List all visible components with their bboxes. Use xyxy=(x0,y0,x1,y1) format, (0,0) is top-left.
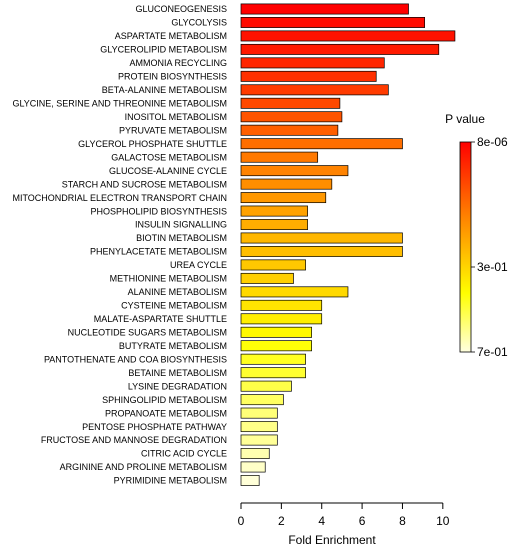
x-tick-label: 8 xyxy=(399,514,406,528)
x-tick-label: 10 xyxy=(436,514,450,528)
bar xyxy=(240,313,323,325)
bar xyxy=(240,192,327,204)
category-label: SPHINGOLIPID METABOLISM xyxy=(102,395,227,405)
legend-ticks: 8e-06 3e-01 7e-01 xyxy=(471,135,508,359)
category-label: CITRIC ACID CYCLE xyxy=(141,449,227,459)
bar xyxy=(240,259,306,271)
bar xyxy=(240,380,292,392)
bar xyxy=(240,57,385,69)
category-label: GLUCOSE-ALANINE CYCLE xyxy=(109,166,227,176)
bar xyxy=(240,43,440,55)
category-label: ARGININE AND PROLINE METABOLISM xyxy=(60,462,227,472)
bar xyxy=(240,394,284,406)
bar xyxy=(240,353,306,365)
category-label: CYSTEINE METABOLISM xyxy=(121,301,227,311)
legend-title: P value xyxy=(445,112,485,126)
bar xyxy=(240,3,409,15)
bar xyxy=(240,219,308,230)
category-label: STARCH AND SUCROSE METABOLISM xyxy=(62,179,227,189)
bar xyxy=(240,286,349,298)
category-label: BETA-ALANINE METABOLISM xyxy=(102,85,227,95)
category-label: PENTOSE PHOSPHATE PATHWAY xyxy=(82,422,227,432)
x-tick-label: 2 xyxy=(278,514,285,528)
bar xyxy=(240,326,312,338)
x-tick-label: 6 xyxy=(359,514,366,528)
legend-tick-label: 3e-01 xyxy=(477,260,508,274)
category-label: PROTEIN BIOSYNTHESIS xyxy=(118,72,227,82)
bar xyxy=(240,421,278,433)
bar xyxy=(240,367,306,379)
bar xyxy=(240,70,377,82)
x-tick-label: 4 xyxy=(318,514,325,528)
bar xyxy=(240,340,312,352)
category-label: GLYCINE, SERINE AND THREONINE METABOLISM xyxy=(12,98,227,108)
bar xyxy=(240,407,278,419)
category-label: GLYCOLYSIS xyxy=(171,18,227,28)
category-label: PHOSPHOLIPID BIOSYNTHESIS xyxy=(90,206,227,216)
legend-tick-label: 8e-06 xyxy=(477,135,508,149)
bar xyxy=(240,475,260,486)
category-label: PROPANOATE METABOLISM xyxy=(105,408,227,418)
category-label: INOSITOL METABOLISM xyxy=(125,112,227,122)
bar xyxy=(240,111,343,123)
category-label: GLUCONEOGENESIS xyxy=(135,4,227,14)
category-label: ASPARTATE METABOLISM xyxy=(115,31,227,41)
category-label: GLYCEROLIPID METABOLISM xyxy=(100,45,227,55)
category-label: UREA CYCLE xyxy=(170,260,227,270)
bar xyxy=(240,434,278,446)
category-label: NUCLEOTIDE SUGARS METABOLISM xyxy=(68,327,227,337)
bar xyxy=(240,138,403,150)
pvalue-legend: P value 8e-06 3e-01 7e-01 xyxy=(445,112,508,359)
bar xyxy=(240,299,323,311)
bar xyxy=(240,17,426,28)
category-label: PYRIMIDINE METABOLISM xyxy=(114,476,227,486)
bar xyxy=(240,246,403,257)
x-tick-label: 0 xyxy=(238,514,245,528)
bar xyxy=(240,232,403,244)
x-axis: 0 2 4 6 8 10 xyxy=(238,502,450,528)
category-label: BIOTIN METABOLISM xyxy=(136,233,227,243)
bars-layer xyxy=(240,3,456,486)
category-label: METHIONINE METABOLISM xyxy=(110,274,227,284)
bar xyxy=(240,461,266,473)
legend-color-bar xyxy=(459,141,472,353)
category-labels: GLUCONEOGENESIS GLYCOLYSIS ASPARTATE METAB… xyxy=(12,4,227,485)
x-axis-title: Fold Enrichment xyxy=(288,533,376,547)
category-label: PANTOTHENATE AND COA BIOSYNTHESIS xyxy=(44,354,227,364)
bar xyxy=(240,448,270,459)
category-label: AMMONIA RECYCLING xyxy=(129,58,227,68)
legend-tick-label: 7e-01 xyxy=(477,345,508,359)
category-label: FRUCTOSE AND MANNOSE DEGRADATION xyxy=(41,435,227,445)
bar xyxy=(240,205,308,217)
category-label: BETAINE METABOLISM xyxy=(128,368,227,378)
bar xyxy=(240,272,294,284)
category-label: ALANINE METABOLISM xyxy=(128,287,227,297)
category-label: MALATE-ASPARTATE SHUTTLE xyxy=(94,314,227,324)
category-label: INSULIN SIGNALLING xyxy=(135,220,227,230)
bar xyxy=(240,151,319,163)
category-label: GLYCEROL PHOSPHATE SHUTTLE xyxy=(78,139,227,149)
category-label: PHENYLACETATE METABOLISM xyxy=(90,247,227,257)
bar xyxy=(240,97,341,109)
bar xyxy=(240,30,456,42)
category-label: GALACTOSE METABOLISM xyxy=(111,152,227,162)
bar xyxy=(240,165,349,177)
category-label: BUTYRATE METABOLISM xyxy=(119,341,227,351)
bar xyxy=(240,84,389,96)
category-label: LYSINE DEGRADATION xyxy=(128,381,227,391)
bar xyxy=(240,124,339,136)
category-label: MITOCHONDRIAL ELECTRON TRANSPORT CHAIN xyxy=(12,193,227,203)
category-label: PYRUVATE METABOLISM xyxy=(119,125,227,135)
bar xyxy=(240,178,333,190)
